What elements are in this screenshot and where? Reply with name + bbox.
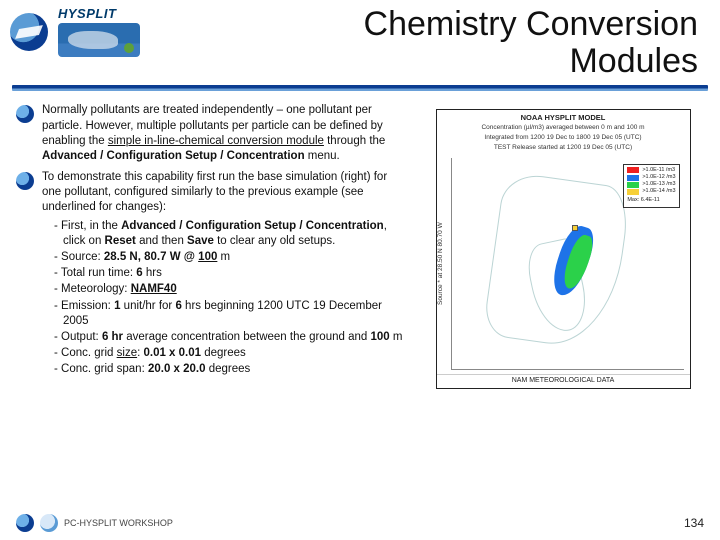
sub-list: - First, in the Advanced / Configuration… (42, 219, 406, 378)
legend-label: >1.0E-13 /m3 (642, 181, 675, 188)
legend-footer: Max: 6.4E-11 (627, 197, 675, 204)
legend-row: >1.0E-12 /m3 (627, 174, 675, 181)
chart-title: NOAA HYSPLIT MODEL (521, 113, 606, 122)
bullet-item: To demonstrate this capability first run… (16, 170, 406, 377)
chart-ylabel: Source * at 28.50 N 80.70 W (437, 154, 451, 374)
chart-sub2: Integrated from 1200 19 Dec to 1800 19 D… (484, 134, 641, 141)
concentration-chart: NOAA HYSPLIT MODEL Concentration (µl/m3)… (436, 109, 691, 388)
text: menu. (305, 150, 340, 162)
slide-title: Chemistry Conversion Modules (140, 6, 698, 79)
legend-label: >1.0E-14 /m3 (642, 188, 675, 195)
sub-item: - Output: 6 hr average concentration bet… (54, 330, 406, 345)
bullet-item: Normally pollutants are treated independ… (16, 103, 406, 164)
footer-arl-icon (40, 514, 58, 532)
chart-xlabel: NAM METEOROLOGICAL DATA (437, 374, 690, 388)
sub-item: - First, in the Advanced / Configuration… (54, 219, 406, 249)
hysplit-block: HYSPLIT (58, 6, 140, 57)
sub-item: - Source: 28.5 N, 80.7 W @ 100 m (54, 250, 406, 265)
title-block: Chemistry Conversion Modules (140, 6, 710, 79)
noaa-logo-icon (10, 13, 48, 51)
title-line2: Modules (569, 42, 698, 80)
plume-source-dot (572, 225, 578, 231)
legend-swatch (627, 167, 639, 173)
header: HYSPLIT Chemistry Conversion Modules (0, 0, 720, 79)
sub-item: - Meteorology: NAMF40 (54, 282, 406, 297)
content: Normally pollutants are treated independ… (0, 91, 720, 388)
sub-item: - Conc. grid span: 20.0 x 20.0 degrees (54, 362, 406, 377)
legend-row: >1.0E-11 /m3 (627, 167, 675, 174)
left-column: Normally pollutants are treated independ… (16, 103, 406, 388)
bullet-list: Normally pollutants are treated independ… (16, 103, 406, 377)
chart-title-block: NOAA HYSPLIT MODEL Concentration (µl/m3)… (437, 110, 690, 153)
footer-text: PC-HYSPLIT WORKSHOP (64, 518, 173, 528)
map-thumb-icon (58, 23, 140, 57)
page-number: 134 (684, 516, 704, 530)
legend-label: >1.0E-11 /m3 (642, 167, 675, 174)
right-column: NOAA HYSPLIT MODEL Concentration (µl/m3)… (414, 103, 712, 388)
legend-row: >1.0E-14 /m3 (627, 188, 675, 195)
chart-sub1: Concentration (µl/m3) averaged between 0… (481, 124, 644, 131)
text-bold: Advanced / Configuration Setup / Concent… (42, 150, 305, 162)
legend-swatch (627, 189, 639, 195)
chart-plot: >1.0E-11 /m3 >1.0E-12 /m3 >1.0E-13 /m3 >… (451, 158, 684, 370)
chart-sub3: TEST Release started at 1200 19 Dec 05 (… (494, 144, 632, 151)
legend-swatch (627, 182, 639, 188)
sub-item: - Emission: 1 unit/hr for 6 hrs beginnin… (54, 299, 406, 329)
text: To demonstrate this capability first run… (42, 171, 387, 213)
title-line1: Chemistry Conversion (364, 5, 698, 43)
footer-noaa-icon (16, 514, 34, 532)
footer: PC-HYSPLIT WORKSHOP 134 (0, 514, 720, 532)
sub-item: - Conc. grid size: 0.01 x 0.01 degrees (54, 346, 406, 361)
chart-body: Source * at 28.50 N 80.70 W >1.0E-11 /m3… (437, 154, 690, 374)
legend-row: >1.0E-13 /m3 (627, 181, 675, 188)
legend-label: >1.0E-12 /m3 (642, 174, 675, 181)
bullet-icon (16, 105, 34, 123)
text: through the (324, 135, 385, 147)
text-underline: simple in-line-chemical conversion modul… (108, 135, 324, 147)
footer-left: PC-HYSPLIT WORKSHOP (16, 514, 173, 532)
chart-legend: >1.0E-11 /m3 >1.0E-12 /m3 >1.0E-13 /m3 >… (623, 164, 679, 208)
hysplit-label: HYSPLIT (58, 6, 140, 21)
sub-item: - Total run time: 6 hrs (54, 266, 406, 281)
legend-swatch (627, 175, 639, 181)
logo-block: HYSPLIT (10, 6, 140, 57)
bullet-icon (16, 172, 34, 190)
